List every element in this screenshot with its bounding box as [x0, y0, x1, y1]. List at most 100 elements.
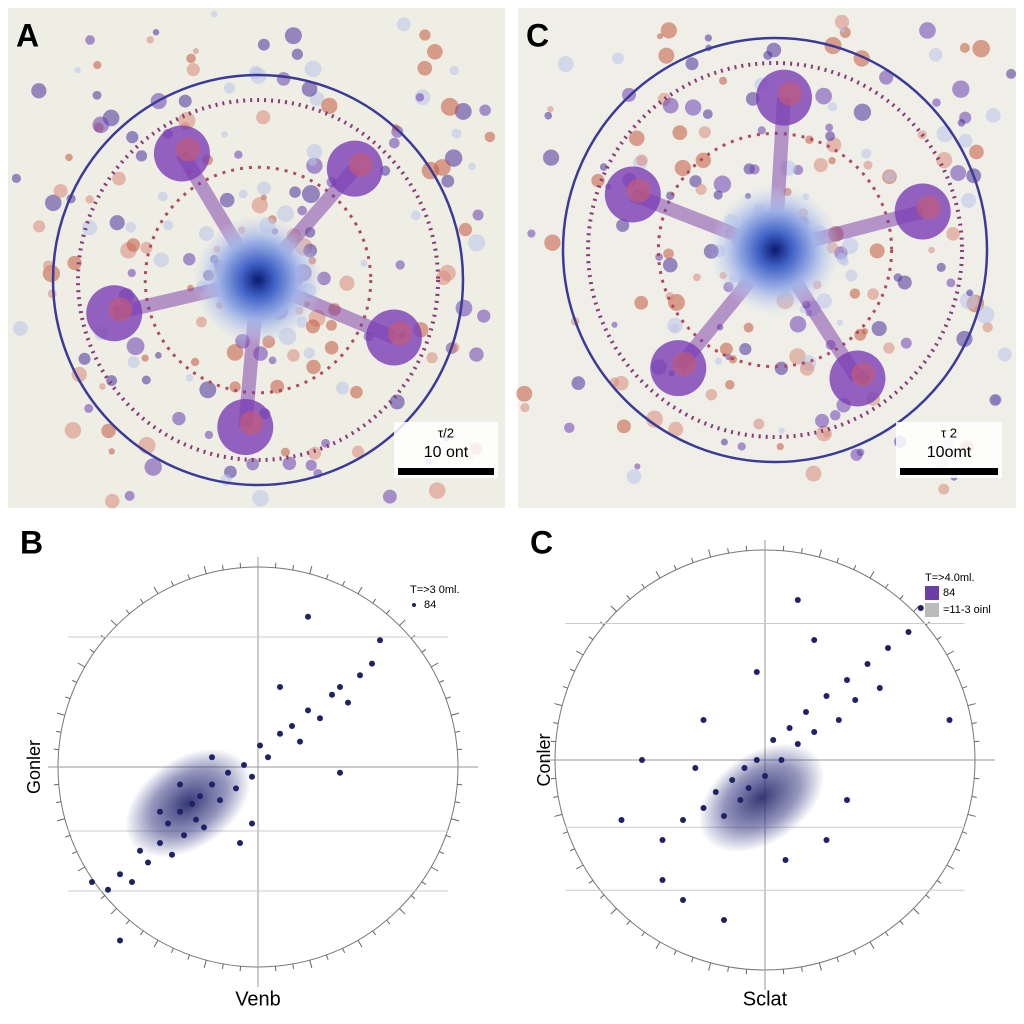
cell — [141, 354, 149, 362]
cell — [204, 430, 214, 440]
point — [811, 729, 818, 735]
rim-tick — [727, 548, 730, 554]
point — [794, 597, 801, 603]
cell — [893, 273, 903, 282]
cell — [591, 173, 605, 188]
rim-tick — [946, 650, 955, 656]
cell — [469, 347, 484, 362]
cell — [936, 152, 953, 169]
point — [137, 847, 143, 854]
point — [225, 769, 231, 776]
cell — [958, 133, 973, 148]
rim-tick — [410, 895, 416, 900]
legend-marker — [925, 603, 939, 617]
cell — [959, 42, 970, 53]
rim-tick — [292, 565, 295, 571]
rim-tick — [818, 962, 822, 971]
cell — [611, 321, 618, 328]
rim-tick — [203, 960, 207, 969]
cell — [702, 109, 713, 120]
cell — [789, 315, 807, 333]
rim-tick — [386, 919, 391, 925]
cell — [84, 403, 94, 413]
micrograph: τ/2 10 ont A — [8, 8, 505, 509]
point — [177, 781, 183, 788]
cell — [277, 205, 295, 223]
cell — [192, 47, 199, 55]
cell — [684, 99, 702, 116]
blob — [175, 137, 200, 162]
cell — [634, 463, 641, 470]
rim-tick — [399, 619, 406, 626]
cell — [826, 137, 842, 153]
rim-tick — [89, 649, 95, 653]
rim-tick — [575, 864, 584, 870]
cell — [146, 36, 154, 44]
cell — [571, 376, 586, 390]
point — [823, 837, 830, 843]
legend-marker — [412, 603, 416, 607]
point — [157, 840, 163, 846]
cell — [989, 394, 1001, 406]
cell — [221, 131, 228, 138]
cell — [308, 157, 317, 166]
point — [257, 742, 263, 749]
blob — [851, 362, 876, 387]
rim-tick — [690, 557, 694, 563]
cell — [484, 131, 496, 143]
rim-tick — [451, 818, 460, 822]
cell — [85, 195, 94, 204]
rim-tick — [554, 703, 563, 707]
cell — [1006, 68, 1017, 79]
point — [233, 785, 239, 792]
cell — [883, 170, 896, 183]
rim-tick — [554, 813, 563, 817]
rim-tick — [309, 960, 313, 969]
cell — [306, 359, 321, 375]
cell — [665, 292, 675, 301]
cell — [774, 361, 789, 375]
rim-tick — [71, 851, 77, 855]
cell — [544, 234, 561, 251]
cell — [67, 255, 82, 271]
blob — [916, 195, 941, 220]
point — [249, 773, 255, 780]
cell — [815, 413, 830, 428]
rim-tick — [690, 957, 694, 963]
cell — [451, 128, 462, 139]
cell — [477, 309, 491, 323]
cell — [287, 349, 300, 362]
point — [89, 879, 95, 885]
cell — [226, 344, 244, 361]
cell — [695, 183, 707, 195]
point — [217, 797, 223, 804]
cell — [815, 87, 832, 105]
cell — [257, 38, 270, 51]
rim-tick — [110, 619, 117, 626]
cell — [45, 194, 62, 212]
rim-tick — [221, 963, 224, 969]
cell — [960, 291, 978, 310]
rim-tick — [357, 939, 363, 948]
point — [618, 817, 625, 823]
rim-tick — [309, 565, 313, 574]
cell — [223, 82, 236, 94]
rim-tick — [372, 598, 376, 604]
cell — [805, 465, 822, 482]
point — [241, 762, 247, 768]
point — [117, 937, 123, 944]
cell — [961, 193, 977, 208]
cell — [883, 342, 895, 354]
point — [917, 605, 924, 611]
cell — [305, 319, 320, 334]
rim-tick — [553, 722, 559, 725]
rim-tick — [342, 948, 346, 954]
panel-label: C — [526, 17, 549, 53]
point — [377, 637, 383, 644]
rim-tick — [599, 894, 605, 899]
point — [745, 785, 752, 791]
rim-tick — [971, 722, 977, 725]
cell — [289, 186, 301, 198]
rim-tick — [869, 570, 875, 579]
rim-tick — [372, 930, 376, 936]
